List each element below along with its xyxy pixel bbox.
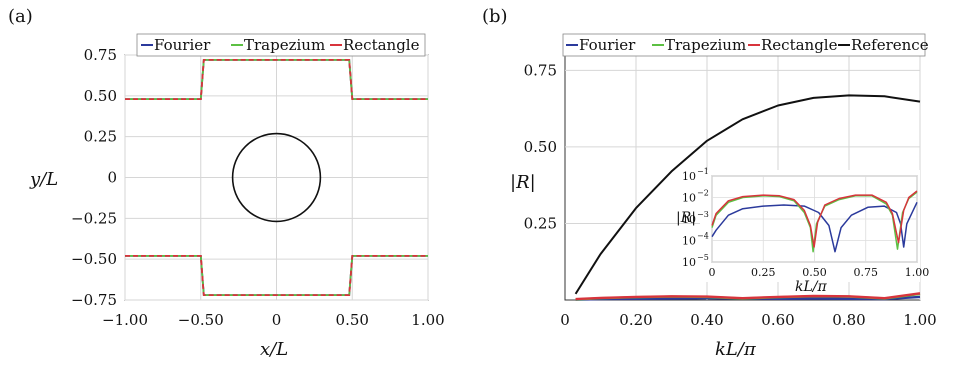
legend-a-label-rectangle: Rectangle (343, 36, 420, 54)
panel-a-ytick-label: 0.75 (84, 46, 117, 64)
legend-b-label-fourier: Fourier (579, 36, 636, 54)
inset-ytick-exponent: −3 (697, 210, 709, 219)
inset-ytick-label: 10 −2 (682, 189, 709, 205)
legend-b-label-trapezium: Trapezium (665, 36, 746, 54)
panel-b-xtick-label: 0 (560, 311, 570, 329)
inset-ytick-base: 10 (682, 213, 696, 226)
legend-a-label-trapezium: Trapezium (244, 36, 325, 54)
panel-b-line-rectangle (575, 292, 921, 301)
panel-b-xlabel: kL/π (715, 339, 757, 360)
inset-xtick-label: 1.00 (905, 266, 930, 279)
inset-ytick-base: 10 (682, 256, 696, 269)
panel-a-series (125, 59, 428, 296)
inset-ytick-base: 10 (682, 235, 696, 248)
inset-line-rectangle (711, 190, 918, 248)
cylinder-circle (231, 132, 322, 223)
inset-xlabel: kL/π (795, 279, 827, 295)
panel-b-line-reference (574, 94, 921, 295)
panel-b: (b) 0 0.20 0.40 0.60 0.80 1.00 0.75 0.50 0.25 Fo… (482, 6, 937, 360)
panel-b-xtick-label: 0.80 (832, 311, 865, 329)
legend-b-label-reference: Reference (851, 36, 929, 54)
panel-b-xtick-label: 0.20 (619, 311, 652, 329)
panel-a-ytick-label: −0.25 (71, 209, 117, 227)
inset-ytick-exponent: −4 (697, 232, 709, 241)
panel-a-ytick-label: 0.50 (84, 87, 117, 105)
inset-ytick-base: 10 (682, 170, 696, 183)
inset-ytick-label: 10 −4 (682, 232, 709, 248)
panel-a-line-rectangle-lower (125, 255, 428, 296)
panel-b-legend-box (562, 33, 926, 57)
legend-a-label-fourier: Fourier (154, 36, 211, 54)
panel-a-grid (124, 54, 429, 301)
inset-ytick-exponent: −2 (697, 189, 709, 198)
inset-ytick-base: 10 (682, 192, 696, 205)
panel-b-xtick-label: 1.00 (903, 311, 936, 329)
panel-b-legend: Fourier Trapezium Rectangle Reference (562, 33, 929, 57)
panel-b-xtick-label: 0.60 (761, 311, 794, 329)
inset-xtick-label: 0.50 (802, 266, 827, 279)
inset-xtick-label: 0 (709, 266, 716, 279)
panel-b-xtick-label: 0.40 (690, 311, 723, 329)
panel-a-xtick-label: 0 (272, 311, 282, 329)
panel-b-series (574, 94, 921, 301)
panel-a-line-rectangle-upper (125, 59, 428, 100)
panel-b-ylabel: |R| (510, 172, 536, 193)
inset-xtick-label: 0.25 (751, 266, 776, 279)
panel-a-tick-labels: −1.00 −0.50 0 0.50 1.00 0.75 0.50 0.25 0 −0.25 −0.… (71, 46, 445, 329)
panel-a-xtick-label: −0.50 (178, 311, 224, 329)
panel-b-tick-labels: 0 0.20 0.40 0.60 0.80 1.00 0.75 0.50 0.25 (524, 61, 937, 329)
panel-a-xtick-label: 1.00 (411, 311, 444, 329)
panel-a: (a) −1.00 −0.50 0 0.50 1.00 0.75 0.50 0.25 0 −0.2… (8, 6, 445, 360)
panel-b-ytick-label: 0.75 (524, 61, 557, 79)
panel-b-ytick-label: 0.25 (524, 214, 557, 232)
panel-a-ylabel: y/L (29, 169, 58, 190)
legend-b-label-rectangle: Rectangle (761, 36, 838, 54)
inset-ylabel: |R| (676, 210, 696, 226)
inset-ytick-label: 10 −5 (682, 253, 709, 269)
panel-a-xtick-label: 0.50 (336, 311, 369, 329)
inset-ytick-label: 10 −1 (682, 167, 709, 183)
inset-ytick-exponent: −5 (697, 253, 709, 262)
panel-a-legend: Fourier Trapezium Rectangle (136, 33, 426, 57)
panel-a-ytick-label: −0.50 (71, 250, 117, 268)
panel-a-legend-box (136, 33, 426, 57)
panel-a-ytick-label: −0.75 (71, 291, 117, 309)
panel-b-label: (b) (482, 6, 508, 27)
panel-b-ytick-label: 0.50 (524, 138, 557, 156)
inset-line-trapezium (711, 191, 918, 253)
panel-a-xtick-label: −1.00 (102, 311, 148, 329)
panel-a-xlabel: x/L (260, 339, 288, 360)
inset-ytick-label: 10 −3 (682, 210, 709, 226)
panel-a-ytick-label: 0 (107, 169, 117, 187)
panel-a-label: (a) (8, 6, 33, 27)
inset-xtick-label: 0.75 (854, 266, 879, 279)
panel-a-ytick-label: 0.25 (84, 128, 117, 146)
inset-series (711, 190, 918, 253)
inset-ytick-exponent: −1 (697, 167, 709, 176)
inset-grid (711, 175, 918, 263)
